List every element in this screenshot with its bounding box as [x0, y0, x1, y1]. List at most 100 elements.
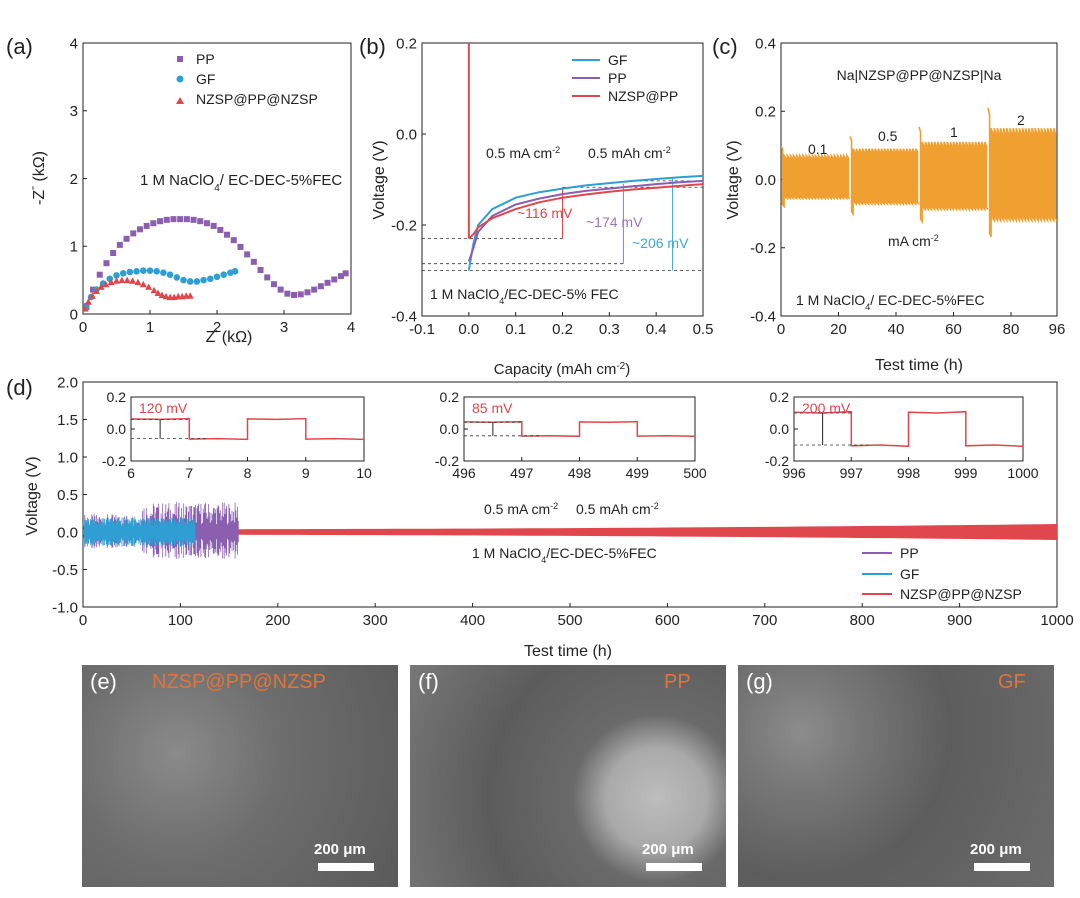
panel-a-xtick-label: 4 — [347, 319, 355, 336]
rate-segment-2 — [987, 107, 1057, 238]
pp-voltage-line — [467, 179, 703, 262]
legend-pp-label: PP — [196, 51, 215, 67]
inset-1-xtick-label: 9 — [302, 465, 310, 481]
panel-b-ytick-label: -0.2 — [391, 217, 417, 234]
nzsp-data-point — [145, 283, 153, 290]
gf-cycling-trace — [83, 517, 196, 547]
panel-c-xtick-label: 0 — [777, 321, 785, 338]
panel-c-ytick-label: 0.4 — [755, 35, 776, 52]
pp-data-point — [217, 226, 224, 233]
panel-c-label: (c) — [712, 34, 738, 59]
gf-data-point — [119, 270, 127, 277]
sem-e-label: (e) — [90, 669, 117, 694]
inset-1-ytick-label: 0.2 — [107, 389, 127, 405]
rate-segment-0.5 — [849, 136, 920, 217]
panel-d-xtick-label: 0 — [79, 612, 87, 629]
pp-data-point — [123, 235, 130, 242]
panel-b-voltage-capacity-chart: -0.1 0.0 0.1 0.2 0.3 0.4 0.5 -0.4 -0.2 0.0 0.2 0.5… — [371, 35, 713, 378]
panel-a-label: (a) — [6, 34, 33, 59]
panel-a-electrolyte-annotation: 1 M NaClO4/ EC-DEC-5%FEC — [140, 172, 342, 194]
panel-d-xtick-label: 1000 — [1040, 612, 1073, 629]
sem-image-e: (e) NZSP@PP@NZSP 200 μm — [82, 665, 398, 887]
nzsp-data-point — [107, 278, 115, 286]
panel-b-xtick-label: 0.1 — [505, 321, 526, 338]
nzsp-data-point — [118, 276, 126, 284]
panel-b-legend: GF PP NZSP@PP — [572, 52, 678, 104]
panel-b-xtick-label: 0.4 — [646, 321, 667, 338]
legend-nzsp-marker — [176, 97, 184, 104]
panel-a-ytick-label: 4 — [70, 35, 78, 52]
gf-data-point — [213, 273, 221, 281]
nzsp-data-point — [186, 292, 194, 299]
panel-b-xtick-label: 0.3 — [599, 321, 620, 338]
sem-e-title: NZSP@PP@NZSP — [152, 671, 326, 693]
panel-c-rate-2: 2 — [1017, 112, 1025, 128]
inset-overpotential-label: 120 mV — [139, 400, 188, 416]
pp-data-point — [163, 216, 170, 223]
pp-data-point — [337, 273, 344, 280]
inset-3-xtick-label: 996 — [782, 465, 806, 481]
nzsp-data-point — [84, 298, 92, 305]
panel-a-ytick-label: 0 — [70, 306, 78, 323]
panel-c-ylabel: Voltage (V) — [725, 140, 742, 219]
pp-data-point — [190, 216, 197, 223]
inset-1-ytick-label: -0.2 — [102, 453, 126, 469]
panel-c-xtick-label: 96 — [1049, 321, 1066, 338]
pp-data-point — [324, 279, 331, 286]
pp-data-point — [317, 283, 324, 290]
panel-b-xtick-label: 0.2 — [552, 321, 573, 338]
panel-c-ytick-label: -0.2 — [750, 240, 776, 257]
panel-b-xlabel: Capacity (mAh cm-2) — [494, 361, 630, 379]
inset-voltage-trace — [130, 417, 365, 441]
gf-data-point — [173, 274, 181, 281]
panel-d-ytick-label: 1.5 — [57, 412, 78, 429]
inset-2-xtick-label: 497 — [510, 465, 534, 481]
pp-data-point — [130, 230, 137, 237]
panel-d-inset-2: 496 497 498 499 500 -0.2 0.0 0.2 85 mV — [435, 389, 707, 481]
pp-data-point — [277, 286, 284, 293]
nzsp-data-point — [158, 291, 166, 299]
panel-d-xtick-label: 500 — [557, 612, 582, 629]
nzsp-data-point — [129, 277, 137, 284]
panel-c-xtick-label: 20 — [830, 321, 847, 338]
panel-d-xtick-label: 900 — [947, 612, 972, 629]
pp-data-point — [264, 274, 271, 281]
pp-data-point — [90, 286, 97, 293]
panel-c-ytick-label: 0.2 — [755, 104, 776, 121]
gf-data-point — [231, 268, 239, 275]
rate-segment-1 — [918, 126, 989, 225]
panel-d-legend: PP GF NZSP@PP@NZSP — [862, 545, 1022, 602]
inset-overpotential-label: 85 mV — [472, 400, 513, 416]
panel-a-ytick-label: 1 — [70, 239, 78, 256]
gf-data-point — [126, 268, 134, 276]
panel-b-xtick-label: 0.0 — [458, 321, 479, 338]
panel-b-xtick-label: 0.5 — [693, 321, 714, 338]
panel-d-xtick-label: 700 — [752, 612, 777, 629]
panel-b-overpotential-pp: ~174 mV — [586, 214, 643, 230]
nzsp-data-point — [102, 280, 110, 288]
panel-b-capacity-annotation: 0.5 mAh cm-2 — [588, 145, 671, 161]
panel-d-xtick-label: 800 — [850, 612, 875, 629]
panel-d-xtick-label: 300 — [363, 612, 388, 629]
inset-1-xtick-label: 7 — [185, 465, 193, 481]
gf-data-point — [220, 271, 227, 279]
legend-gf-label: GF — [196, 71, 215, 87]
panel-b-ylabel: Voltage (V) — [371, 140, 388, 219]
panel-a-xtick-label: 2 — [213, 319, 221, 336]
gf-voltage-line — [467, 174, 703, 271]
panel-a-xtick-label: 0 — [79, 319, 87, 336]
pp-data-point — [244, 251, 251, 258]
inset-2-ytick-label: -0.2 — [435, 453, 459, 469]
panel-c-unit-annotation: mA cm-2 — [888, 233, 939, 249]
panel-d-ytick-label: 2.0 — [57, 374, 78, 391]
panel-c-xtick-label: 40 — [888, 321, 905, 338]
legend-nzsp-label-d: NZSP@PP@NZSP — [900, 586, 1022, 602]
legend-pp-marker — [177, 56, 183, 62]
panel-a-ylabel: -Z'' (kΩ) — [31, 151, 49, 205]
panel-b-ytick-label: -0.4 — [391, 308, 417, 325]
panel-b-overpotential-nzsp: ~116 mV — [517, 205, 573, 221]
panel-c-rate-1: 1 — [950, 124, 958, 140]
pp-data-point — [157, 218, 164, 225]
